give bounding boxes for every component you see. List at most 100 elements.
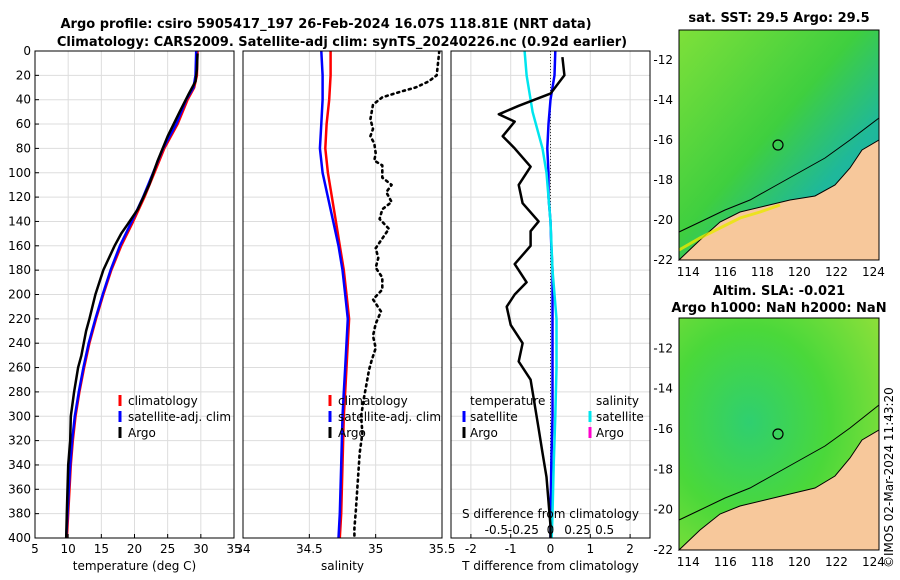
y-tick-label: 0 — [23, 44, 31, 58]
map-y-tick-label: -12 — [653, 341, 673, 355]
legend-label-climatology: climatology — [128, 394, 198, 408]
y-tick-label: 320 — [8, 434, 31, 448]
legend-label-s-argo: Argo — [596, 426, 624, 440]
sst-warm-coastal-band — [678, 203, 781, 252]
legend-label-argo: Argo — [128, 426, 156, 440]
series-line-satellite-adj-clim — [318, 51, 350, 538]
map-x-tick-label: 122 — [825, 265, 848, 279]
y-tick-label: 180 — [8, 263, 31, 277]
x-axis-label: T difference from climatology — [461, 559, 639, 573]
map-x-tick-label: 118 — [751, 265, 774, 279]
legend-label-argo: Argo — [338, 426, 366, 440]
x-tick-label: 35 — [368, 542, 383, 556]
map-x-tick-label: 116 — [714, 265, 737, 279]
y-tick-label: 40 — [16, 93, 31, 107]
sst-map: sat. SST: 29.5 Argo: 29.5 — [677, 11, 880, 261]
map-y-tick-label: -22 — [653, 253, 673, 267]
map-x-tick-label: 124 — [862, 555, 885, 569]
legend-title-salinity: salinity — [596, 394, 639, 408]
figure-title-line1: Argo profile: csiro 5905417_197 26-Feb-2… — [60, 17, 591, 32]
x-tick-label: 35 — [226, 542, 241, 556]
y-tick-label: 60 — [16, 117, 31, 131]
y-tick-label: 140 — [8, 214, 31, 228]
map-y-tick-label: -22 — [653, 543, 673, 557]
map-x-tick-label: 120 — [788, 555, 811, 569]
x-tick-label: 20 — [127, 542, 142, 556]
s-difference-tick-label: -0.5 — [485, 523, 508, 537]
series-line-t-argo — [497, 56, 566, 538]
series-line-satellite-adj-clim — [64, 51, 198, 538]
y-tick-label: 220 — [8, 312, 31, 326]
sla-map-frame — [678, 317, 880, 551]
y-tick-label: 20 — [16, 68, 31, 82]
y-tick-label: 360 — [8, 482, 31, 496]
x-tick-label: 15 — [94, 542, 109, 556]
y-tick-label: 400 — [8, 531, 31, 545]
series-line-climatology — [324, 51, 351, 538]
x-tick-label: 34 — [235, 542, 250, 556]
x-tick-label: 25 — [160, 542, 175, 556]
x-tick-label: 2 — [626, 542, 634, 556]
s-difference-axis-label: S difference from climatology — [462, 507, 639, 521]
map-y-tick-label: -14 — [653, 382, 673, 396]
sst-argo-marker — [772, 139, 784, 151]
map-y-tick-label: -18 — [653, 173, 673, 187]
map-x-tick-label: 120 — [788, 265, 811, 279]
legend-label-satellite: satellite-adj. clim — [128, 410, 231, 424]
sla-map-title-line1: Altim. SLA: -0.021 — [713, 284, 845, 299]
y-tick-label: 200 — [8, 288, 31, 302]
x-tick-label: 0 — [547, 542, 555, 556]
map-y-tick-label: -20 — [653, 503, 673, 517]
map-x-tick-label: 122 — [825, 555, 848, 569]
map-x-tick-label: 124 — [862, 265, 885, 279]
y-tick-label: 120 — [8, 190, 31, 204]
temperature-profile-panel: 0 20 40 60 80 100 120 140 160 180 200 220 240 260 280 3… — [8, 44, 242, 573]
temperature-legend: climatology satellite-adj. clim Argo — [118, 394, 231, 440]
map-x-tick-label: 114 — [677, 555, 700, 569]
map-y-tick-label: -16 — [653, 422, 673, 436]
map-x-tick-label: 118 — [751, 555, 774, 569]
x-axis-label: salinity — [321, 559, 364, 573]
y-tick-label: 340 — [8, 458, 31, 472]
legend-title-temperature: temperature — [470, 394, 545, 408]
x-axis-label: temperature (deg C) — [73, 559, 196, 573]
s-difference-tick-label: 0.25 — [564, 523, 591, 537]
sst-bathymetry-contour — [678, 117, 880, 233]
y-tick-label: 380 — [8, 507, 31, 521]
map-y-tick-label: -20 — [653, 213, 673, 227]
salinity-profile-panel: 34 34.5 35 35.5 salinity — [235, 50, 456, 573]
map-y-tick-label: -12 — [653, 53, 673, 67]
x-tick-label: -2 — [465, 542, 477, 556]
s-difference-tick-label: -0.25 — [508, 523, 539, 537]
series-line-argo — [64, 53, 199, 538]
x-tick-label: 1 — [586, 542, 594, 556]
legend-label-climatology: climatology — [338, 394, 408, 408]
sla-map: Altim. SLA: -0.021 Argo h1000: NaN h2000… — [671, 284, 887, 551]
x-tick-label: 5 — [31, 542, 39, 556]
y-tick-label: 100 — [8, 166, 31, 180]
figure-title-line2: Climatology: CARS2009. Satellite-adj cli… — [57, 35, 627, 50]
legend-label-t-satellite: satellite — [470, 410, 518, 424]
x-tick-label: 10 — [61, 542, 76, 556]
y-tick-label: 280 — [8, 385, 31, 399]
difference-legend: temperature satellite Argo salinity sate… — [462, 394, 644, 440]
legend-label-s-satellite: satellite — [596, 410, 644, 424]
x-tick-label: -1 — [505, 542, 517, 556]
x-tick-label: 35.5 — [429, 542, 456, 556]
series-line-argo — [353, 51, 441, 538]
y-tick-label: 80 — [16, 141, 31, 155]
difference-profile-panel: -2 -1 0 1 2 T difference from climatology S di… — [450, 50, 651, 573]
sla-argo-marker — [772, 428, 784, 440]
imos-watermark: ©IMOS 02-Mar-2024 11:43:20 — [882, 387, 896, 568]
x-tick-label: 30 — [193, 542, 208, 556]
map-tick-labels: 114 116 118 120 122 124 -12 -14 -16 -18 -20 -22 114 1… — [653, 53, 885, 569]
map-y-tick-label: -14 — [653, 93, 673, 107]
sst-map-frame — [678, 29, 880, 261]
y-tick-label: 240 — [8, 336, 31, 350]
map-x-tick-label: 116 — [714, 555, 737, 569]
sla-bathymetry-contour — [678, 404, 880, 521]
map-x-tick-label: 114 — [677, 265, 700, 279]
s-difference-tick-label: 0 — [547, 523, 555, 537]
y-tick-label: 160 — [8, 239, 31, 253]
